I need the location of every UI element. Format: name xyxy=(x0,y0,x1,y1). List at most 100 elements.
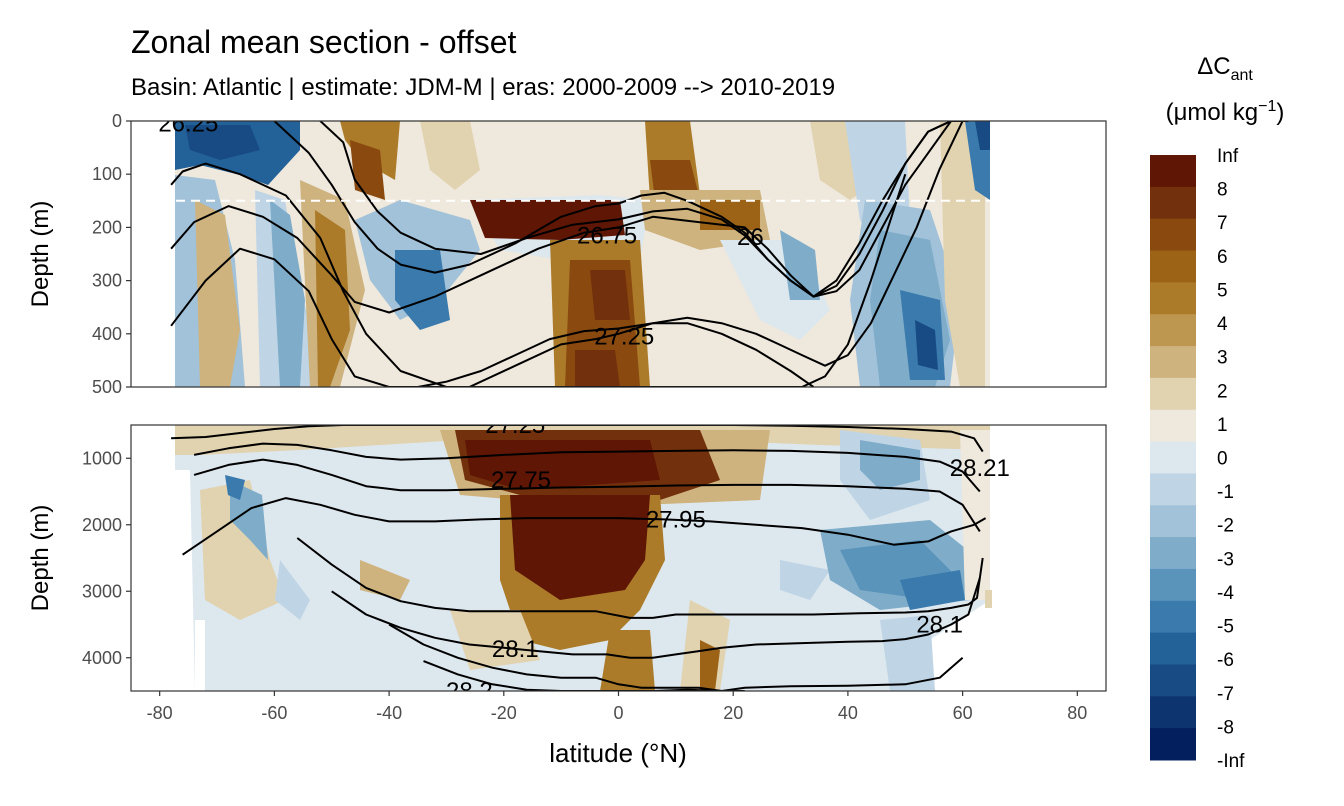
legend-swatch xyxy=(1150,186,1196,220)
contour-line xyxy=(182,497,987,556)
x-axis-title: latitude (°N) xyxy=(549,738,687,768)
chart-subtitle: Basin: Atlantic | estimate: JDM-M | eras… xyxy=(131,74,836,101)
contour-line xyxy=(423,660,745,691)
y-tick-label: 500 xyxy=(92,377,122,397)
contour-labels-upper: 26.75 26 27.25 26.25 xyxy=(158,111,764,350)
contours-upper xyxy=(170,121,969,387)
contour-label: 28.2 xyxy=(446,678,493,705)
contour-label: 27.25 xyxy=(594,323,654,350)
legend-bin-label: 4 xyxy=(1217,314,1228,335)
legend-colorbar: Inf 8 7 6 5 4 3 2 1 0 -1 -2 -3 -4 -5 -6 -7 -8 -Inf xyxy=(1150,146,1245,772)
y-axis-title-lower: Depth (m) xyxy=(27,505,54,612)
legend-units-prefix: (μmol kg xyxy=(1165,98,1259,126)
contour-labels-lower: 27.75 27.95 28.1 28.1 28.2 27.25 28.21 xyxy=(446,412,1010,705)
y-tick-label: 400 xyxy=(92,324,122,344)
contour-line xyxy=(388,623,964,691)
contour-line xyxy=(170,121,952,314)
chart-title: Zonal mean section - offset xyxy=(131,24,517,60)
y-tick-label: 200 xyxy=(92,217,122,237)
x-tick-label: 60 xyxy=(953,703,973,723)
legend-units-suffix: ) xyxy=(1276,98,1285,126)
legend-swatch xyxy=(1150,632,1196,665)
legend-bin-label: -2 xyxy=(1217,516,1234,537)
x-tick-label: -80 xyxy=(147,703,173,723)
legend-swatch xyxy=(1150,314,1196,347)
legend-swatch xyxy=(1150,696,1196,729)
contour-label: 27.25 xyxy=(485,412,545,439)
legend-bin-label: 8 xyxy=(1217,180,1228,201)
contours-lower xyxy=(171,425,987,691)
legend-swatch xyxy=(1150,250,1196,283)
legend-bin-label: 3 xyxy=(1217,348,1228,369)
contour-label: 26.25 xyxy=(158,111,218,138)
y-tick-label: 2000 xyxy=(82,515,122,535)
legend-bin-label: -6 xyxy=(1217,650,1234,671)
contour-line xyxy=(319,121,969,298)
contour-label: 28.1 xyxy=(916,612,963,639)
contour-label: 27.95 xyxy=(646,506,706,533)
legend-swatch xyxy=(1150,377,1196,411)
contour-line xyxy=(193,442,981,493)
legend-swatch xyxy=(1150,728,1196,761)
legend-swatch xyxy=(1150,218,1196,252)
y-tick-label: 0 xyxy=(112,111,122,131)
contour-label: 26.75 xyxy=(577,222,637,249)
legend-bin-label: 7 xyxy=(1217,213,1228,234)
contour-line xyxy=(417,322,815,387)
y-tick-label: 1000 xyxy=(82,448,122,468)
legend-title: ΔCant (μmol kg−1) xyxy=(1150,54,1300,125)
contour-line xyxy=(171,425,984,453)
legend-swatch xyxy=(1150,568,1196,602)
legend-bin-label: 1 xyxy=(1217,415,1228,436)
x-tick-label: -40 xyxy=(376,703,402,723)
legend-units: (μmol kg−1) xyxy=(1150,97,1300,126)
contour-label: 26 xyxy=(737,224,764,251)
contour-line xyxy=(331,577,981,659)
x-tick-label: 20 xyxy=(723,703,743,723)
legend-bin-label: -Inf xyxy=(1217,751,1245,772)
legend-swatch xyxy=(1150,600,1196,634)
legend-swatch xyxy=(1150,537,1196,570)
legend-swatch xyxy=(1150,664,1196,697)
legend-swatch xyxy=(1150,282,1196,315)
legend-bin-label: -1 xyxy=(1217,482,1234,503)
legend-bin-label: 6 xyxy=(1217,247,1228,268)
legend-bin-label: 5 xyxy=(1217,280,1228,301)
legend-swatch xyxy=(1150,155,1196,188)
contour-line xyxy=(193,458,981,532)
legend-bin-label: -7 xyxy=(1217,684,1234,705)
legend-title-subscript: ant xyxy=(1230,66,1253,84)
legend-swatch xyxy=(1150,473,1196,506)
x-tick-label: -20 xyxy=(491,703,517,723)
x-tick-label: 40 xyxy=(838,703,858,723)
y-tick-label: 300 xyxy=(92,271,122,291)
x-tick-label: -60 xyxy=(261,703,287,723)
panel-upper-frame xyxy=(130,120,1107,388)
legend-swatch xyxy=(1150,346,1196,379)
contour-line xyxy=(170,121,964,387)
y-tick-label: 3000 xyxy=(82,581,122,601)
x-tick-label: 80 xyxy=(1067,703,1087,723)
contour-label: 28.1 xyxy=(492,636,539,663)
x-tick-label: 0 xyxy=(613,703,623,723)
legend-units-superscript: −1 xyxy=(1258,97,1277,115)
legend-bin-label: Inf xyxy=(1217,146,1239,167)
legend-bin-label: 0 xyxy=(1217,449,1228,470)
contour-label: 27.75 xyxy=(491,467,551,494)
legend-title-main: ΔC xyxy=(1197,53,1231,80)
legend-bin-label: -8 xyxy=(1217,717,1234,738)
legend-swatch xyxy=(1150,505,1196,538)
legend-swatch xyxy=(1150,441,1196,474)
legend-bin-label: -3 xyxy=(1217,549,1234,570)
legend-bin-label: 2 xyxy=(1217,381,1228,402)
contour-label: 28.21 xyxy=(950,455,1010,482)
legend-bin-label: -5 xyxy=(1217,617,1234,638)
legend-swatch xyxy=(1150,409,1196,443)
legend-bin-label: -4 xyxy=(1217,583,1234,604)
y-tick-label: 100 xyxy=(92,164,122,184)
contour-line xyxy=(296,537,984,619)
y-axis-title-upper: Depth (m) xyxy=(27,201,54,308)
y-tick-label: 4000 xyxy=(82,648,122,668)
